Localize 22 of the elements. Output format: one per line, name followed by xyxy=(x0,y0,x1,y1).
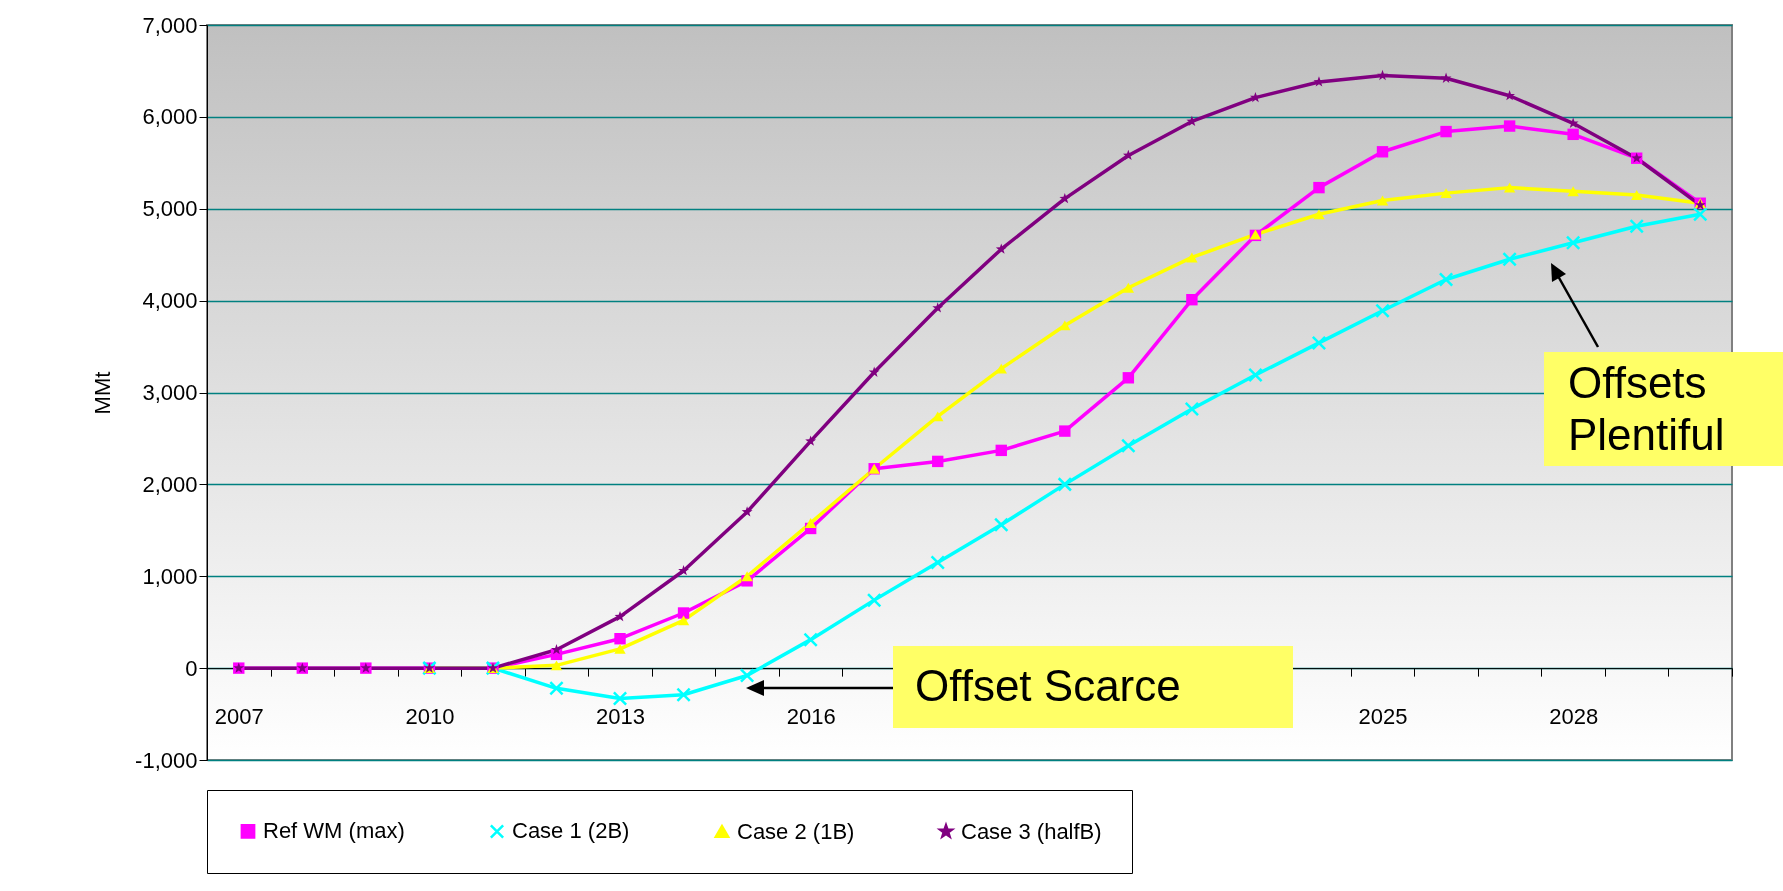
annotation: Offsets Plentiful xyxy=(1544,352,1783,466)
y-axis-title: MMt xyxy=(90,371,116,415)
x-tick-label: 2007 xyxy=(214,703,264,729)
x-tick-label: 2025 xyxy=(1358,703,1408,729)
y-tick-label: 7,000 xyxy=(142,12,198,38)
x-tick-label: 2010 xyxy=(405,703,455,729)
y-tick-label: 4,000 xyxy=(142,288,198,314)
legend-label: Case 3 (halfB) xyxy=(961,818,1102,844)
y-tick-label: -1,000 xyxy=(135,747,198,773)
annotation: Offset Scarce xyxy=(893,646,1293,728)
y-tick-label: 5,000 xyxy=(142,196,198,222)
x-tick-label: 2028 xyxy=(1549,703,1599,729)
x-tick-label: 2013 xyxy=(596,703,645,729)
y-tick-label: 2,000 xyxy=(142,471,198,497)
legend-label: Case 2 (1B) xyxy=(737,818,855,844)
y-tick-label: 3,000 xyxy=(142,380,198,405)
x-tick-label: 2016 xyxy=(786,703,836,729)
y-tick-label: 6,000 xyxy=(142,104,198,130)
y-tick-label: 1,000 xyxy=(142,563,198,589)
legend-label: Case 1 (2B) xyxy=(512,818,630,844)
y-tick-label: 0 xyxy=(185,655,198,681)
legend-label: Ref WM (max) xyxy=(263,818,405,844)
